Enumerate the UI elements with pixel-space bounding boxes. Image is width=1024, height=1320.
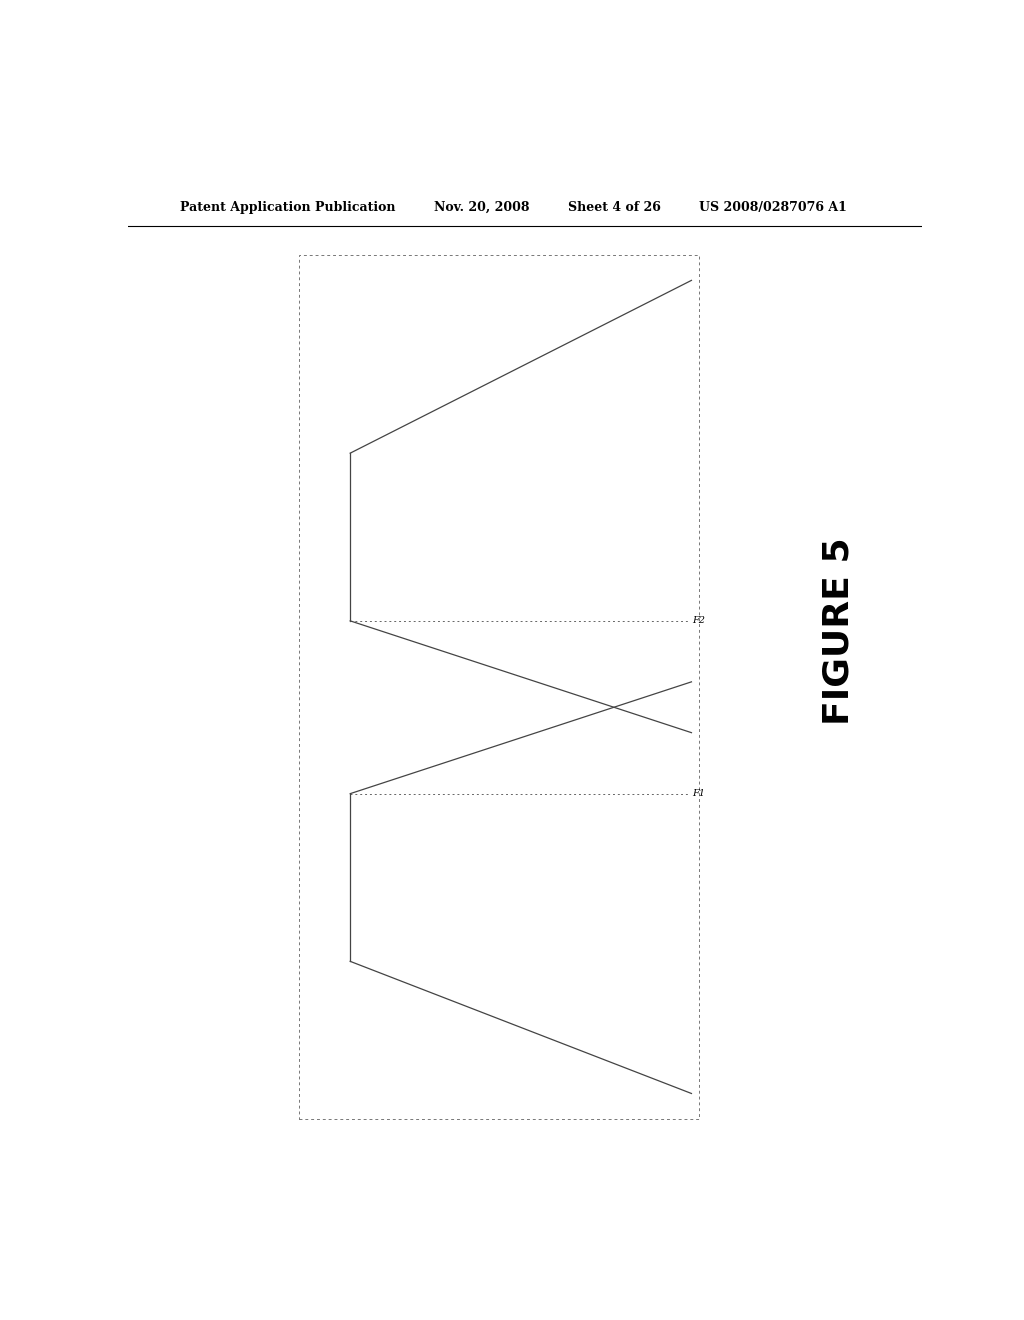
Bar — [299, 255, 699, 1119]
Text: Patent Application Publication: Patent Application Publication — [179, 201, 395, 214]
Text: US 2008/0287076 A1: US 2008/0287076 A1 — [699, 201, 847, 214]
Text: Nov. 20, 2008: Nov. 20, 2008 — [433, 201, 529, 214]
Text: F2: F2 — [692, 616, 706, 626]
Text: Sheet 4 of 26: Sheet 4 of 26 — [568, 201, 662, 214]
Text: FIGURE 5: FIGURE 5 — [821, 537, 855, 725]
Text: F1: F1 — [692, 789, 706, 799]
